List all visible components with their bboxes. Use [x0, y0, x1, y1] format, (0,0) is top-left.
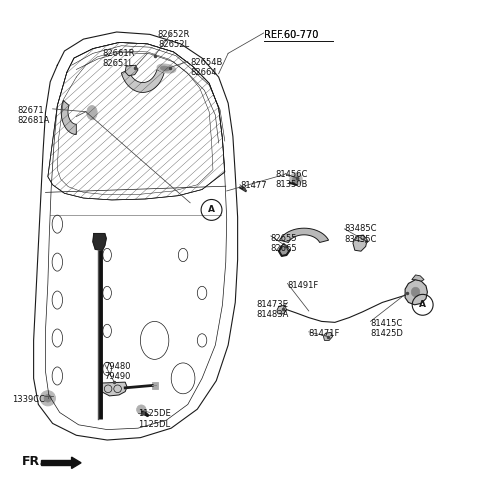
- Text: 82671
82681A: 82671 82681A: [17, 106, 49, 125]
- Text: 1339CC: 1339CC: [12, 395, 45, 404]
- Circle shape: [44, 394, 52, 402]
- Circle shape: [40, 391, 56, 406]
- Text: 1125DE
1125DL: 1125DE 1125DL: [138, 409, 171, 429]
- Text: 81456C
81350B: 81456C 81350B: [276, 169, 308, 189]
- Text: 82655
82665: 82655 82665: [271, 234, 298, 253]
- Polygon shape: [279, 228, 329, 243]
- Ellipse shape: [157, 64, 176, 73]
- Ellipse shape: [411, 287, 420, 297]
- Text: REF.60-770: REF.60-770: [264, 29, 318, 40]
- Polygon shape: [41, 461, 72, 465]
- Ellipse shape: [160, 66, 170, 71]
- Polygon shape: [412, 275, 424, 281]
- Text: 79480
79490: 79480 79490: [105, 362, 132, 381]
- Polygon shape: [279, 243, 290, 256]
- Ellipse shape: [87, 106, 97, 120]
- Text: 81471F: 81471F: [309, 328, 340, 337]
- Polygon shape: [61, 100, 76, 135]
- Polygon shape: [100, 382, 127, 396]
- Text: 81477: 81477: [240, 182, 266, 191]
- Polygon shape: [121, 70, 164, 92]
- Text: 83485C
83495C: 83485C 83495C: [344, 224, 377, 244]
- Polygon shape: [324, 332, 333, 340]
- Polygon shape: [277, 305, 287, 314]
- Text: 81415C
81425D: 81415C 81425D: [371, 319, 403, 338]
- Text: A: A: [419, 300, 426, 309]
- Text: REF.60-770: REF.60-770: [264, 29, 318, 40]
- Circle shape: [137, 405, 146, 414]
- Text: A: A: [208, 205, 215, 215]
- Text: 81491F: 81491F: [288, 281, 319, 290]
- Ellipse shape: [293, 176, 300, 182]
- Text: 82652R
82652L: 82652R 82652L: [157, 29, 190, 49]
- Text: 82661R
82651L: 82661R 82651L: [102, 49, 135, 68]
- Ellipse shape: [290, 173, 302, 185]
- Polygon shape: [353, 235, 367, 251]
- Polygon shape: [405, 280, 427, 305]
- Polygon shape: [125, 65, 138, 76]
- Polygon shape: [72, 457, 81, 468]
- Text: 82654B
82664: 82654B 82664: [190, 58, 223, 78]
- Text: 81473E
81483A: 81473E 81483A: [257, 300, 289, 320]
- Text: FR.: FR.: [22, 455, 45, 468]
- Bar: [152, 382, 158, 389]
- Polygon shape: [93, 234, 106, 250]
